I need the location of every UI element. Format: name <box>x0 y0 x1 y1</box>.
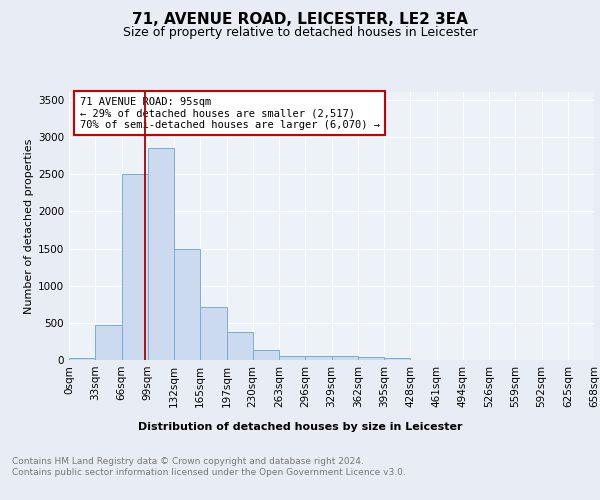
Bar <box>174 248 200 360</box>
Text: Distribution of detached houses by size in Leicester: Distribution of detached houses by size … <box>138 422 462 432</box>
Text: Size of property relative to detached houses in Leicester: Size of property relative to detached ho… <box>122 26 478 39</box>
Bar <box>384 358 410 360</box>
Text: 71 AVENUE ROAD: 95sqm
← 29% of detached houses are smaller (2,517)
70% of semi-d: 71 AVENUE ROAD: 95sqm ← 29% of detached … <box>79 96 380 130</box>
Bar <box>331 356 358 360</box>
Text: 71, AVENUE ROAD, LEICESTER, LE2 3EA: 71, AVENUE ROAD, LEICESTER, LE2 3EA <box>132 12 468 28</box>
Bar <box>69 358 95 360</box>
Y-axis label: Number of detached properties: Number of detached properties <box>24 138 34 314</box>
Bar <box>200 306 227 360</box>
Bar <box>279 356 305 360</box>
Bar <box>358 357 384 360</box>
Bar <box>253 350 279 360</box>
Bar <box>305 356 331 360</box>
Bar <box>148 148 174 360</box>
Bar <box>95 325 121 360</box>
Text: Contains HM Land Registry data © Crown copyright and database right 2024.
Contai: Contains HM Land Registry data © Crown c… <box>12 458 406 477</box>
Bar <box>121 174 148 360</box>
Bar <box>227 332 253 360</box>
